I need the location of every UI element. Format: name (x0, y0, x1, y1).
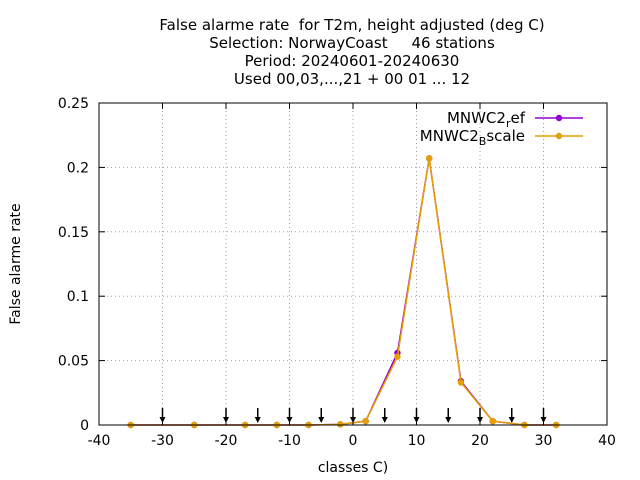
x-tick-label: 10 (408, 433, 426, 449)
legend-entry: MNWC2Bscale (420, 127, 583, 148)
class-arrow (445, 408, 452, 423)
data-point (337, 421, 344, 428)
grid (99, 103, 607, 425)
title-line: Selection: NorwayCoast 46 stations (209, 34, 495, 52)
title-line: Period: 20240601-20240630 (245, 52, 460, 70)
x-tick-label: 40 (598, 433, 616, 449)
data-point (489, 417, 496, 425)
legend-label: MNWC2ref (447, 109, 526, 130)
class-arrow (381, 408, 388, 423)
x-tick-label: 0 (349, 433, 358, 449)
class-arrow (508, 408, 515, 423)
x-axis-label: classes C) (318, 460, 388, 476)
series-lines (127, 155, 560, 429)
data-point (457, 379, 465, 386)
legend-label: MNWC2Bscale (420, 127, 525, 148)
y-tick-label: 0 (80, 418, 89, 434)
y-tick-label: 0.2 (67, 160, 89, 176)
class-arrow (318, 408, 325, 423)
y-tick-label: 0.15 (58, 225, 89, 241)
y-tick-label: 0.05 (58, 354, 89, 370)
legend-marker (555, 132, 563, 140)
data-point (362, 417, 369, 425)
x-tick-label: 30 (535, 433, 553, 449)
x-tick-label: -40 (88, 433, 111, 449)
data-point (426, 155, 433, 162)
x-tick-label: -20 (215, 433, 238, 449)
series-line (130, 158, 557, 426)
series-line (130, 158, 557, 426)
data-point (394, 353, 401, 360)
ticks: -40 -30 -20 -10 0 10 20 30 40 0 0.05 0.1 0.15 0.2 0.25 (58, 96, 616, 449)
series-MNWC2_ref (127, 155, 560, 429)
y-axis-label: False alarme rate (8, 203, 24, 324)
title-line: False alarme rate for T2m, height adjust… (159, 16, 544, 34)
series-MNWC2_Bscale (127, 155, 560, 429)
chart-title: False alarme rate for T2m, height adjust… (159, 16, 544, 88)
y-tick-label: 0.25 (58, 96, 89, 112)
x-tick-label: -30 (151, 433, 174, 449)
x-tick-label: 20 (471, 433, 489, 449)
class-arrow (254, 408, 261, 423)
y-tick-label: 0.1 (67, 289, 89, 305)
title-line: Used 00,03,...,21 + 00 01 ... 12 (234, 70, 470, 88)
x-tick-label: -10 (278, 433, 301, 449)
class-arrows (159, 408, 547, 423)
legend-entry: MNWC2ref (447, 109, 583, 130)
legend-marker (555, 114, 563, 122)
